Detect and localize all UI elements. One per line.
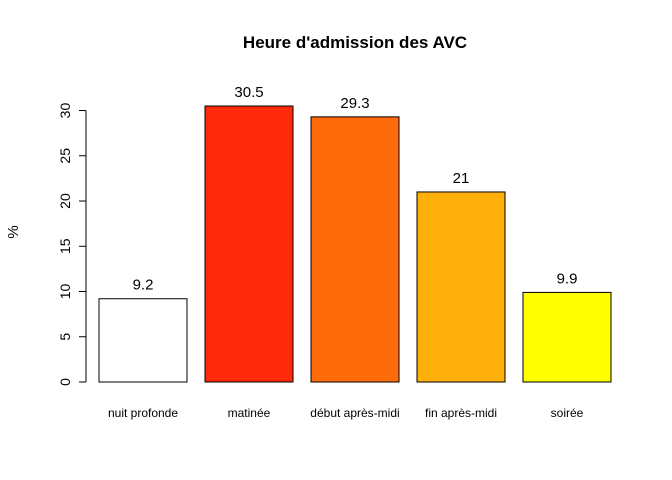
- y-tick-label: 25: [57, 148, 73, 164]
- bars-group: [98, 105, 612, 383]
- bar: [204, 105, 294, 383]
- category-labels-group: nuit profonde matinée début après-midi fin …: [108, 406, 584, 420]
- category-label: fin après-midi: [425, 406, 497, 420]
- bar-value-label: 30.5: [234, 84, 263, 101]
- bar: [310, 116, 400, 383]
- bar: [522, 291, 612, 383]
- y-tick-label: 0: [57, 378, 73, 386]
- category-label: soirée: [551, 406, 584, 420]
- y-tick-label: 20: [57, 193, 73, 209]
- y-axis: 0 5 10 15 20 25 30: [57, 103, 87, 386]
- y-tick-label: 10: [57, 284, 73, 300]
- category-label: début après-midi: [310, 406, 399, 420]
- bar-value-label: 21: [453, 170, 470, 187]
- category-label: nuit profonde: [108, 406, 178, 420]
- bar-value-label: 29.3: [340, 95, 369, 112]
- bar: [98, 298, 188, 383]
- category-label: matinée: [228, 406, 271, 420]
- value-labels-group: 9.2 30.5 29.3 21 9.9: [133, 84, 578, 294]
- y-tick-label: 30: [57, 103, 73, 119]
- bar: [416, 191, 506, 383]
- bar-value-label: 9.2: [133, 277, 154, 294]
- y-tick-label: 5: [57, 333, 73, 341]
- y-axis-label: %: [5, 225, 22, 238]
- y-tick-label: 15: [57, 238, 73, 254]
- bar-value-label: 9.9: [557, 270, 578, 287]
- chart-title: Heure d'admission des AVC: [243, 33, 467, 52]
